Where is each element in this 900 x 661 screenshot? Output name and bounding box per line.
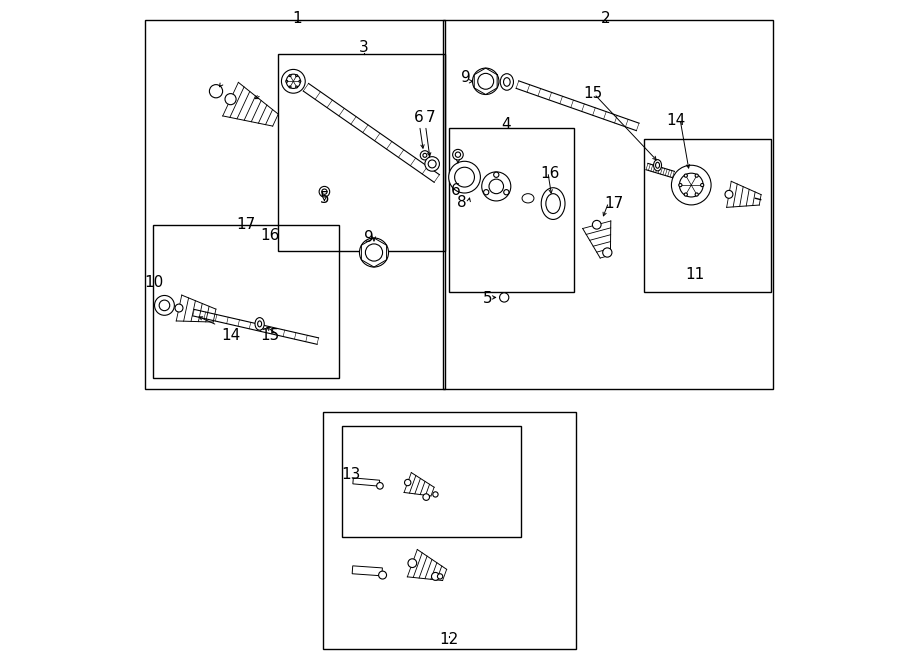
Circle shape xyxy=(472,68,499,95)
Circle shape xyxy=(494,172,499,177)
Bar xyxy=(278,54,445,251)
Ellipse shape xyxy=(655,162,660,168)
Circle shape xyxy=(404,479,411,486)
Bar xyxy=(449,128,574,292)
Bar xyxy=(444,20,772,389)
Circle shape xyxy=(478,73,493,89)
Circle shape xyxy=(423,153,427,157)
Text: 14: 14 xyxy=(666,113,686,128)
Ellipse shape xyxy=(503,78,510,87)
Text: 12: 12 xyxy=(440,633,459,647)
Bar xyxy=(342,426,521,537)
Circle shape xyxy=(428,160,436,168)
Circle shape xyxy=(431,572,439,580)
Circle shape xyxy=(210,85,222,98)
Text: 5: 5 xyxy=(483,292,492,306)
Circle shape xyxy=(408,559,417,568)
Text: 16: 16 xyxy=(260,228,280,243)
Circle shape xyxy=(155,295,175,315)
Circle shape xyxy=(423,494,429,500)
Circle shape xyxy=(159,300,170,311)
Circle shape xyxy=(504,190,509,195)
Circle shape xyxy=(175,304,183,312)
Ellipse shape xyxy=(545,194,561,214)
Text: 13: 13 xyxy=(341,467,361,482)
Text: 17: 17 xyxy=(237,217,256,232)
Text: 14: 14 xyxy=(220,329,240,343)
Ellipse shape xyxy=(255,318,265,330)
Text: 4: 4 xyxy=(501,117,511,132)
Circle shape xyxy=(695,193,698,196)
Circle shape xyxy=(725,190,733,198)
Ellipse shape xyxy=(653,160,662,171)
Circle shape xyxy=(286,81,288,82)
Circle shape xyxy=(684,193,688,196)
Text: 3: 3 xyxy=(359,40,369,55)
Circle shape xyxy=(483,190,489,195)
Text: 10: 10 xyxy=(144,276,164,290)
Circle shape xyxy=(296,75,298,77)
Circle shape xyxy=(433,492,438,497)
Circle shape xyxy=(289,75,291,77)
Ellipse shape xyxy=(541,188,565,219)
Circle shape xyxy=(482,172,511,201)
Circle shape xyxy=(603,248,612,257)
Bar xyxy=(644,139,771,292)
Circle shape xyxy=(376,483,383,489)
Ellipse shape xyxy=(500,74,514,91)
Bar xyxy=(323,412,576,649)
Circle shape xyxy=(455,152,461,157)
Circle shape xyxy=(453,149,464,160)
Text: 16: 16 xyxy=(541,166,560,180)
Text: 6: 6 xyxy=(450,183,460,198)
Circle shape xyxy=(359,238,389,267)
Circle shape xyxy=(700,184,704,186)
Circle shape xyxy=(684,174,688,177)
Circle shape xyxy=(680,173,703,197)
Circle shape xyxy=(320,186,329,197)
Ellipse shape xyxy=(522,194,534,203)
Circle shape xyxy=(299,81,301,82)
Circle shape xyxy=(286,74,301,89)
Text: 7: 7 xyxy=(426,110,435,125)
Text: 17: 17 xyxy=(604,196,624,211)
Circle shape xyxy=(437,574,443,579)
Circle shape xyxy=(296,86,298,88)
Text: 15: 15 xyxy=(261,329,280,343)
Circle shape xyxy=(592,220,601,229)
Circle shape xyxy=(679,184,682,186)
Circle shape xyxy=(289,86,291,88)
Circle shape xyxy=(695,174,698,177)
Ellipse shape xyxy=(257,321,262,327)
Circle shape xyxy=(379,571,386,579)
Text: 9: 9 xyxy=(461,71,471,85)
Circle shape xyxy=(489,179,503,194)
Text: 15: 15 xyxy=(583,87,602,101)
Circle shape xyxy=(322,189,327,194)
Bar xyxy=(353,478,380,486)
Text: 5: 5 xyxy=(320,191,329,206)
Circle shape xyxy=(425,157,439,171)
Bar xyxy=(153,225,339,378)
Circle shape xyxy=(454,167,474,187)
Circle shape xyxy=(365,244,382,261)
Bar xyxy=(352,566,382,576)
Circle shape xyxy=(500,293,508,302)
Text: 1: 1 xyxy=(292,11,302,26)
Circle shape xyxy=(671,165,711,205)
Text: 9: 9 xyxy=(364,231,374,245)
Bar xyxy=(145,20,446,389)
Circle shape xyxy=(282,69,305,93)
Circle shape xyxy=(225,94,236,104)
Text: 6: 6 xyxy=(413,110,423,125)
Text: 11: 11 xyxy=(685,268,704,282)
Circle shape xyxy=(420,151,429,160)
Circle shape xyxy=(449,161,481,193)
Text: 2: 2 xyxy=(601,11,611,26)
Text: 8: 8 xyxy=(457,195,467,210)
